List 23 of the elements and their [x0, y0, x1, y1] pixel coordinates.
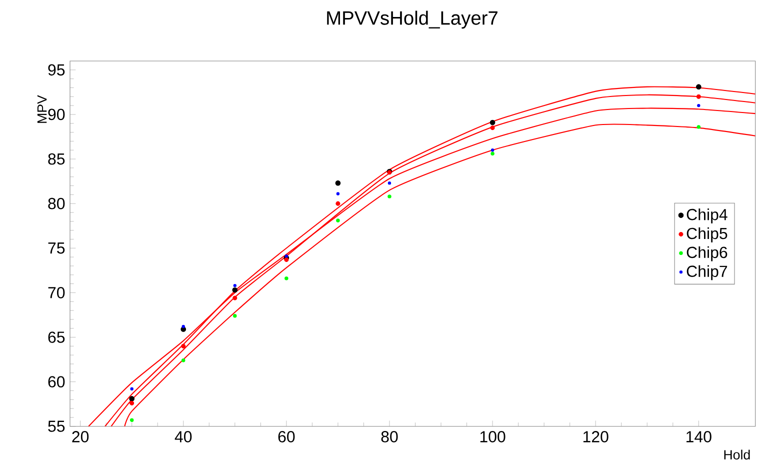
x-tick-label: 20	[72, 431, 89, 442]
y-tick-label: 60	[48, 376, 65, 388]
x-tick-label: 60	[278, 431, 295, 442]
chart-title: MPVVsHold_Layer7	[327, 10, 498, 29]
y-tick-label: 65	[48, 332, 65, 343]
legend-label: Chip7	[686, 265, 728, 280]
y-tick-label: 90	[48, 108, 65, 120]
x-tick-label: 140	[686, 431, 712, 442]
legend-label: Chip4	[686, 208, 728, 224]
y-tick-label: 75	[48, 242, 65, 254]
y-tick-label: 55	[48, 420, 65, 432]
x-axis-title: Hold	[724, 450, 750, 460]
y-tick-label: 70	[48, 287, 65, 298]
x-tick-label: 100	[480, 431, 506, 442]
y-tick-label: 85	[48, 153, 65, 165]
x-tick-label: 40	[174, 431, 192, 442]
y-tick-label: 95	[48, 64, 65, 76]
x-tick-label: 120	[583, 431, 608, 442]
y-tick-label: 80	[48, 198, 65, 210]
legend-label: Chip6	[686, 246, 728, 262]
x-tick-label: 80	[381, 431, 398, 442]
y-axis-title: MPV	[37, 95, 47, 123]
legend-label: Chip5	[686, 227, 728, 242]
